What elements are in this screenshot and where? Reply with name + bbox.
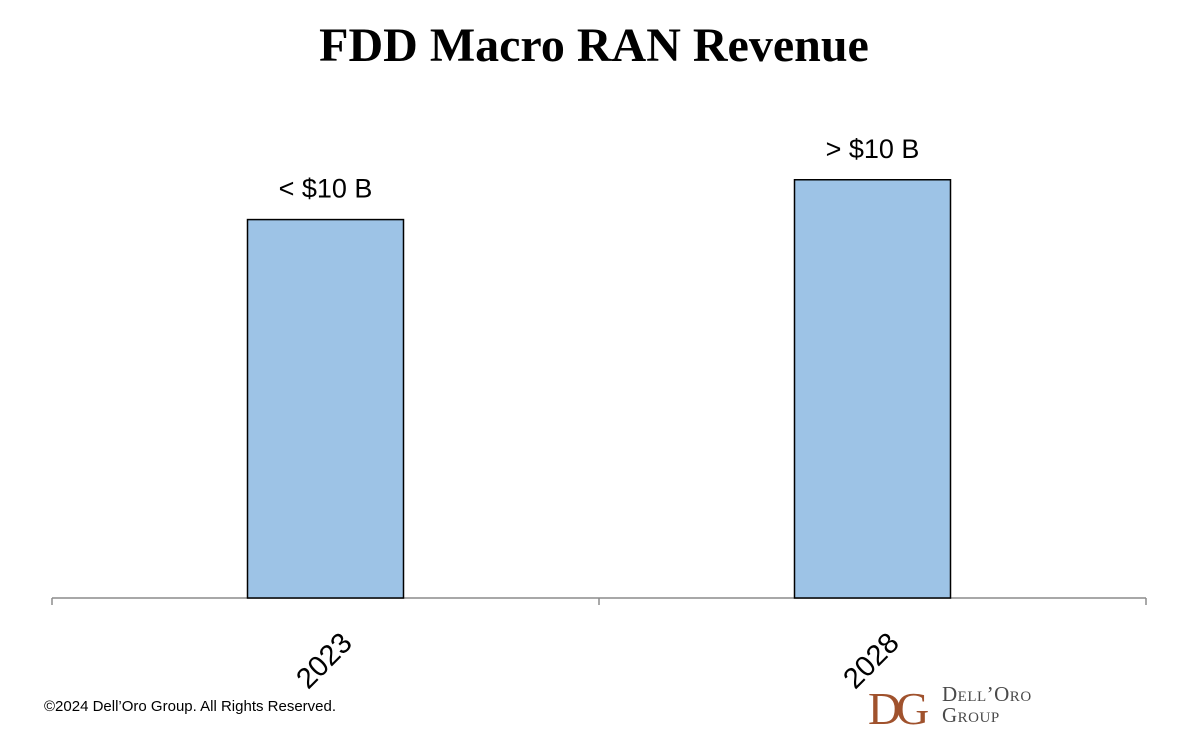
data-label-2028: > $10 B <box>826 134 920 164</box>
logo-line-2: Group <box>942 703 1000 727</box>
bar-2028 <box>793 179 952 599</box>
tick-labels-group: 2023 2028 <box>290 627 905 695</box>
bar-2023 <box>246 218 405 599</box>
x-tick-label-2023: 2023 <box>290 627 358 695</box>
copyright-notice: ©2024 Dell’Oro Group. All Rights Reserve… <box>44 698 337 715</box>
dg-monogram-icon: D G <box>868 684 929 730</box>
chart-title: FDD Macro RAN Revenue <box>319 19 869 72</box>
logo-line-1: Dell’Oro <box>942 682 1032 706</box>
bars-group <box>246 179 952 599</box>
data-labels-group: < $10 B > $10 B <box>279 134 920 204</box>
logo-wordmark: Dell’Oro Group <box>942 684 1122 726</box>
svg-text:D: D <box>868 684 901 730</box>
data-label-2023: < $10 B <box>279 174 373 204</box>
svg-text:G: G <box>896 684 929 730</box>
x-axis-ticks <box>51 598 1147 605</box>
